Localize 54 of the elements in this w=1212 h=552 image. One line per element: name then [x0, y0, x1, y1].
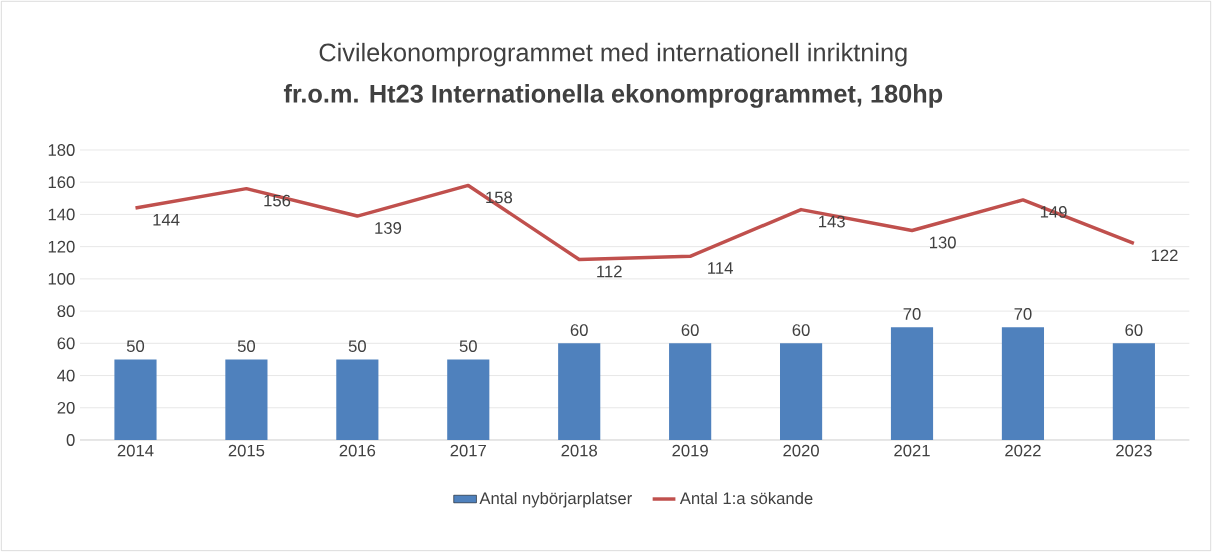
- x-tick-label: 2023: [1116, 444, 1152, 457]
- data-label: 50: [126, 340, 145, 353]
- x-tick-label: 2015: [228, 444, 265, 457]
- x-tick-label: 2016: [339, 444, 376, 457]
- y-tick-label: 100: [48, 272, 75, 285]
- data-label: 70: [903, 308, 921, 320]
- x-tick-label: 2018: [561, 444, 598, 457]
- data-label: 50: [459, 340, 477, 353]
- data-label: 122: [1151, 249, 1178, 262]
- data-label: 60: [1125, 324, 1143, 336]
- bar: [225, 359, 268, 440]
- bar: [890, 327, 934, 440]
- y-tick-label: 20: [57, 401, 75, 414]
- bar: [558, 343, 601, 440]
- x-tick-label: 2014: [117, 444, 154, 457]
- y-tick-label: 80: [57, 305, 75, 317]
- bar: [1001, 327, 1045, 440]
- data-label: 60: [570, 324, 588, 336]
- data-label: 114: [708, 262, 733, 274]
- y-tick-label: 60: [57, 337, 75, 350]
- x-tick-label: 2019: [672, 444, 708, 457]
- chart-subtitle: fr.o.m. Ht23 Internationella ekonomprogrammet, 180hp: [283, 84, 943, 108]
- data-label: 50: [237, 340, 256, 353]
- y-tick-label: 140: [48, 208, 75, 221]
- y-tick-label: 40: [57, 369, 75, 382]
- data-label: 158: [486, 191, 513, 204]
- legend-label: Antal 1:a sökande: [679, 491, 813, 505]
- data-label: 70: [1014, 308, 1032, 320]
- legend-label: Antal nybörjarplatser: [479, 491, 632, 508]
- x-tick-label: 2022: [1005, 444, 1041, 457]
- bar: [1112, 343, 1155, 440]
- data-label: 60: [681, 324, 699, 336]
- bar: [114, 359, 157, 440]
- line-series: [133, 183, 1136, 262]
- y-tick-label: 0: [66, 434, 75, 446]
- y-tick-label: 120: [48, 240, 75, 253]
- x-tick-label: 2017: [450, 444, 486, 457]
- bar: [336, 359, 379, 440]
- data-label: 50: [348, 340, 366, 353]
- data-label: 60: [792, 324, 810, 336]
- bar: [669, 343, 712, 440]
- bar: [447, 359, 490, 440]
- data-label: 112: [597, 265, 622, 278]
- x-tick-label: 2020: [783, 444, 819, 457]
- data-label: 144: [153, 214, 180, 226]
- bar: [780, 343, 823, 440]
- data-label: 156: [264, 194, 291, 207]
- x-tick-label: 2021: [894, 444, 930, 457]
- chart-title: Civilekonomprogrammet med internationell inriktning: [319, 42, 907, 67]
- data-label: 139: [375, 222, 402, 234]
- y-tick-label: 180: [48, 144, 75, 156]
- data-label: 143: [819, 215, 845, 228]
- data-label: 130: [929, 236, 956, 249]
- y-tick-label: 160: [48, 176, 75, 189]
